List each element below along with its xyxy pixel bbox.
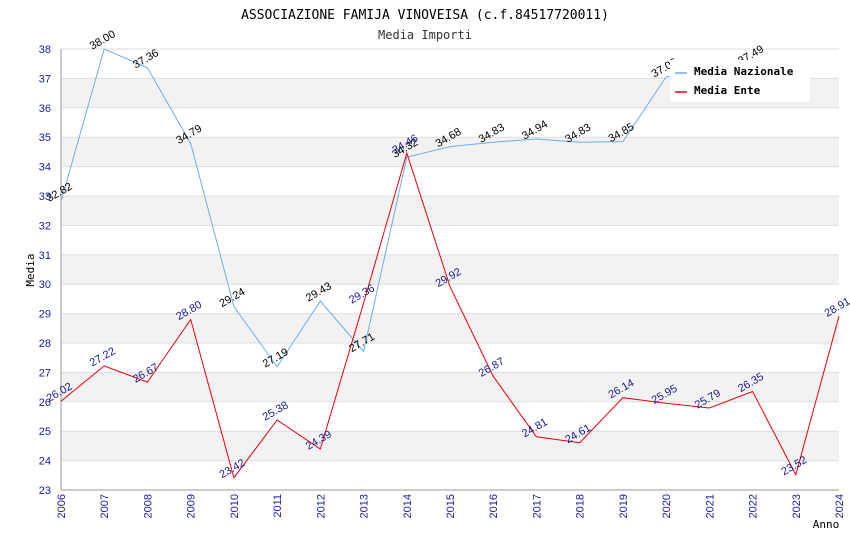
x-tick-label: 2022: [748, 494, 760, 518]
x-tick-label: 2008: [142, 494, 154, 518]
x-tick-label: 2013: [359, 494, 371, 518]
grid-band: [61, 254, 839, 285]
y-tick-label: 24: [39, 456, 51, 468]
x-tick-label: 2014: [402, 494, 414, 518]
legend-box: [670, 60, 810, 102]
y-tick-label: 28: [39, 338, 51, 350]
y-tick-label: 33: [39, 191, 51, 203]
legend: Media Nazionale Media Ente: [670, 60, 810, 102]
grid-band: [61, 137, 839, 167]
grid-band: [61, 313, 839, 343]
y-tick-label: 25: [39, 426, 51, 438]
axes: [60, 49, 839, 491]
x-tick-labels: 2006 2007 2008 2009 2010 2011 2012 2013 2014 2015…: [56, 494, 846, 518]
y-tick-label: 36: [39, 103, 51, 115]
x-tick-label: 2023: [791, 494, 803, 518]
y-tick-labels: 23 24 25 26 27 28 29 30 31 32 33 34 35 36 37 38: [39, 44, 51, 497]
grid-band: [61, 196, 839, 226]
data-label-ente: 27.22: [88, 345, 118, 369]
x-tick-label: 2009: [186, 494, 198, 518]
legend-label-ente: Media Ente: [694, 84, 761, 97]
series-line-ente: [60, 151, 840, 479]
x-tick-label: 2012: [315, 494, 327, 518]
y-tick-label: 37: [39, 73, 51, 85]
x-tick-label: 2024: [834, 494, 846, 518]
y-tick-label: 29: [39, 309, 51, 321]
x-tick-label: 2016: [488, 494, 500, 518]
data-label-ente: 29.36: [347, 282, 377, 306]
x-tick-label: 2011: [272, 494, 284, 518]
grid-band: [61, 372, 839, 402]
data-label-ente: 25.38: [261, 399, 291, 423]
x-tick-label: 2020: [661, 494, 673, 518]
y-tick-label: 26: [39, 397, 51, 409]
y-tick-label: 30: [39, 279, 51, 291]
y-tick-label: 38: [39, 44, 51, 56]
y-tick-label: 31: [39, 250, 51, 262]
y-tick-label: 27: [39, 367, 51, 379]
x-tick-label: 2015: [445, 494, 457, 518]
data-label-nazionale: 29.24: [217, 286, 247, 310]
grid-bands: [61, 48, 839, 491]
y-axis-label: Media: [24, 253, 37, 286]
chart-subtitle: Media Importi: [378, 28, 472, 42]
series-lines: [60, 48, 840, 479]
x-tick-label: 2006: [56, 494, 68, 518]
y-tick-label: 34: [39, 162, 51, 174]
y-tick-label: 32: [39, 220, 51, 232]
series-line-nazionale: [60, 48, 753, 368]
y-tick-label: 35: [39, 132, 51, 144]
x-tick-label: 2021: [704, 494, 716, 518]
x-tick-label: 2007: [99, 494, 111, 518]
grid-band: [61, 431, 839, 461]
x-tick-label: 2017: [531, 494, 543, 518]
x-tick-label: 2019: [618, 494, 630, 518]
x-axis-label: Anno: [813, 518, 840, 531]
chart-title: ASSOCIAZIONE FAMIJA VINOVEISA (c.f.84517…: [241, 8, 609, 23]
y-tick-label: 23: [39, 485, 51, 497]
legend-label-nazionale: Media Nazionale: [694, 65, 794, 78]
x-tick-label: 2010: [229, 494, 241, 518]
x-tick-label: 2018: [575, 494, 587, 518]
